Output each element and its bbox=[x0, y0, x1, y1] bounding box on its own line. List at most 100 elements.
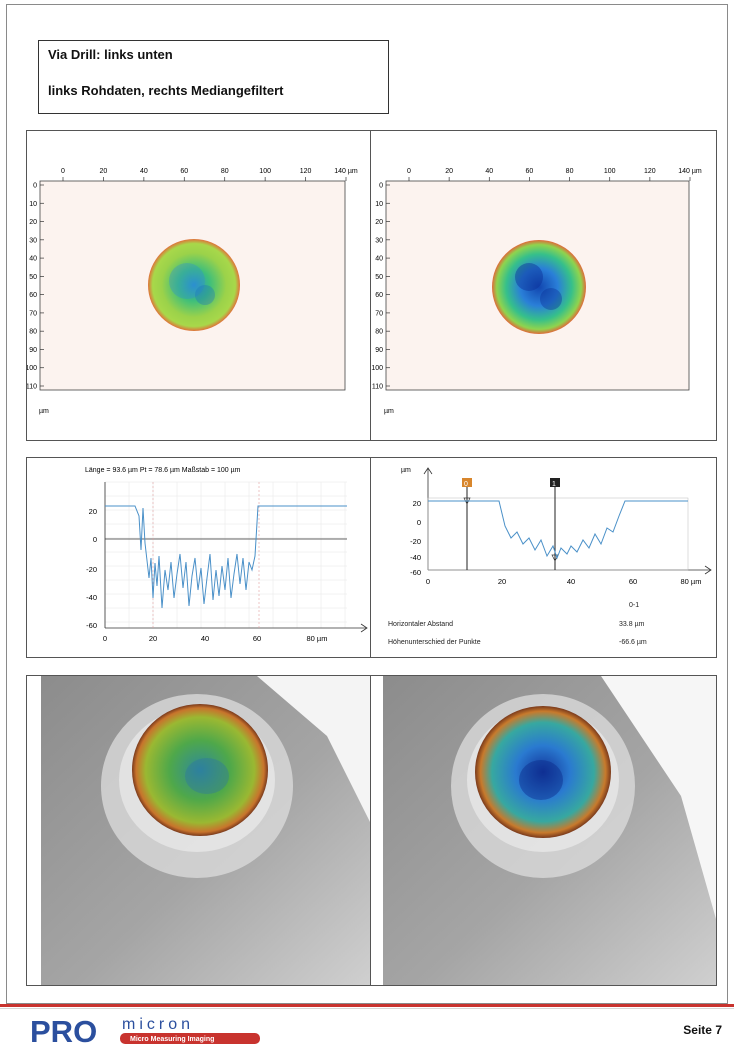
y-tick-label: 90 bbox=[375, 347, 383, 354]
title-line-2: links Rohdaten, rechts Mediangefiltert bbox=[48, 83, 284, 98]
via-hole-3d bbox=[475, 706, 611, 838]
y-axis-ticks: 20 0 -20 -40 -60 bbox=[86, 507, 97, 630]
y-tick-label: -20 bbox=[86, 565, 97, 574]
via-hole bbox=[492, 240, 586, 334]
x-tick-label: 20 bbox=[100, 168, 108, 175]
render-3d-filtered bbox=[371, 676, 716, 985]
y-tick-label: 100 bbox=[371, 365, 383, 372]
unit-label: µm bbox=[401, 467, 411, 474]
stats-col-header: 0-1 bbox=[629, 602, 640, 609]
page-number: Seite 7 bbox=[683, 1023, 722, 1037]
footer-accent-line bbox=[0, 1004, 734, 1007]
y-axis-ticks: 0 10 20 30 40 50 60 70 80 90 100 110 bbox=[371, 183, 390, 391]
y-tick-label: 80 bbox=[375, 329, 383, 336]
page-frame bbox=[6, 4, 728, 1004]
y-tick-label: 0 bbox=[379, 183, 383, 190]
y-tick-label: 0 bbox=[33, 183, 37, 190]
unit-label: µm bbox=[39, 408, 49, 415]
x-tick-label: 20 bbox=[445, 168, 453, 175]
footer-divider bbox=[0, 1008, 734, 1009]
heightmap-filtered-panel: 0 20 40 60 80 100 120 140 µm 0 10 20 30 40 50 60 70 80 9… bbox=[370, 130, 717, 441]
x-tick-label: 140 µm bbox=[678, 168, 702, 175]
logo-pro-text: PRO bbox=[30, 1014, 97, 1046]
x-axis-ticks: 0 20 40 60 80 100 120 140 µm bbox=[61, 168, 358, 181]
map-frame bbox=[39, 180, 346, 391]
y-axis-ticks: 20 0 -20 -40 -60 bbox=[410, 499, 421, 577]
render-3d-raw-panel bbox=[26, 675, 371, 986]
heightmap-raw-panel: 0 20 40 60 80 100 120 140 µm 0 10 20 30 40 50 60 70 80 9… bbox=[25, 130, 371, 441]
title-line-1: Via Drill: links unten bbox=[48, 47, 173, 62]
x-tick-label: 60 bbox=[180, 168, 188, 175]
x-tick-label: 0 bbox=[103, 634, 107, 643]
y-tick-label: 110 bbox=[27, 384, 37, 391]
via-hole bbox=[148, 239, 240, 331]
x-tick-label: 40 bbox=[140, 168, 148, 175]
stats-row2-label: Höhenunterschied der Punkte bbox=[388, 639, 481, 646]
y-tick-label: 0 bbox=[93, 535, 97, 544]
y-tick-label: 30 bbox=[29, 237, 37, 244]
y-tick-label: -40 bbox=[86, 593, 97, 602]
marker-1-label: 1 bbox=[552, 481, 556, 488]
y-axis-ticks: 0 10 20 30 40 50 60 70 80 90 100 110 bbox=[25, 183, 44, 391]
render-3d-filtered-panel bbox=[370, 675, 717, 986]
x-tick-label: 120 bbox=[300, 168, 312, 175]
x-tick-label: 120 bbox=[644, 168, 656, 175]
y-tick-label: 20 bbox=[29, 219, 37, 226]
y-tick-label: 70 bbox=[375, 310, 383, 317]
y-tick-label: 10 bbox=[29, 201, 37, 208]
profile-line bbox=[428, 500, 688, 560]
profile-raw-panel: Länge = 93.6 µm Pt = 78.6 µm Maßstab = 1… bbox=[26, 457, 371, 658]
y-tick-label: 10 bbox=[375, 201, 383, 208]
logo-micron-text: micron bbox=[122, 1016, 194, 1033]
stats-row1-value: 33.8 µm bbox=[619, 621, 645, 628]
via-hole-3d bbox=[132, 704, 268, 836]
x-tick-label: 0 bbox=[61, 168, 65, 175]
y-tick-label: 110 bbox=[372, 384, 383, 391]
y-tick-label: -40 bbox=[410, 553, 421, 562]
x-tick-label: 40 bbox=[567, 577, 575, 586]
x-tick-label: 80 µm bbox=[307, 634, 328, 643]
x-axis-ticks: 0 20 40 60 80 100 120 140 µm bbox=[407, 168, 702, 181]
x-tick-label: 100 bbox=[259, 168, 271, 175]
x-tick-label: 60 bbox=[526, 168, 534, 175]
x-tick-label: 60 bbox=[253, 634, 261, 643]
profile-filtered-panel: µm 0 1 0 20 40 60 80 µm 20 0 -20 -40 -60 0-1 Hor… bbox=[370, 457, 717, 658]
y-tick-label: 30 bbox=[375, 237, 383, 244]
y-tick-label: 40 bbox=[375, 256, 383, 263]
y-tick-label: 50 bbox=[375, 274, 383, 281]
profile-line bbox=[105, 505, 347, 609]
profile-filtered-chart: µm 0 1 0 20 40 60 80 µm 20 0 -20 -40 -60 bbox=[401, 467, 712, 586]
profile-raw-chart: Länge = 93.6 µm Pt = 78.6 µm Maßstab = 1… bbox=[85, 467, 368, 643]
x-tick-label: 0 bbox=[426, 577, 430, 586]
x-tick-label: 140 µm bbox=[334, 168, 358, 175]
x-tick-label: 40 bbox=[201, 634, 209, 643]
x-tick-label: 80 bbox=[221, 168, 229, 175]
y-tick-label: -20 bbox=[410, 537, 421, 546]
y-tick-label: 20 bbox=[413, 499, 421, 508]
x-tick-label: 0 bbox=[407, 168, 411, 175]
y-tick-label: 70 bbox=[29, 310, 37, 317]
y-tick-label: 40 bbox=[29, 256, 37, 263]
marker-0-label: 0 bbox=[464, 481, 468, 488]
y-tick-label: 90 bbox=[29, 347, 37, 354]
x-tick-label: 40 bbox=[485, 168, 493, 175]
stats-row1-label: Horizontaler Abstand bbox=[388, 621, 453, 628]
y-tick-label: 50 bbox=[29, 274, 37, 281]
promicron-logo: PRO micron Micro Measuring Imaging bbox=[30, 1014, 260, 1046]
x-tick-label: 60 bbox=[629, 577, 637, 586]
marker-1-flag[interactable] bbox=[550, 478, 560, 487]
profile-grid bbox=[104, 481, 347, 628]
marker-0-flag[interactable] bbox=[462, 478, 472, 487]
y-tick-label: 60 bbox=[375, 292, 383, 299]
heightmap-raw: 0 20 40 60 80 100 120 140 µm 0 10 20 30 40 50 60 70 80 9… bbox=[25, 168, 358, 415]
unit-label: µm bbox=[384, 408, 394, 415]
heightmap-filtered: 0 20 40 60 80 100 120 140 µm 0 10 20 30 40 50 60 70 80 9… bbox=[371, 168, 702, 415]
title-box: Via Drill: links unten links Rohdaten, r… bbox=[38, 40, 389, 114]
x-tick-label: 80 bbox=[566, 168, 574, 175]
x-tick-label: 80 µm bbox=[681, 577, 702, 586]
y-tick-label: 80 bbox=[29, 329, 37, 336]
y-tick-label: -60 bbox=[410, 568, 421, 577]
logo-tagline: Micro Measuring Imaging bbox=[130, 1036, 214, 1043]
y-tick-label: 20 bbox=[375, 219, 383, 226]
y-tick-label: 100 bbox=[27, 365, 37, 372]
